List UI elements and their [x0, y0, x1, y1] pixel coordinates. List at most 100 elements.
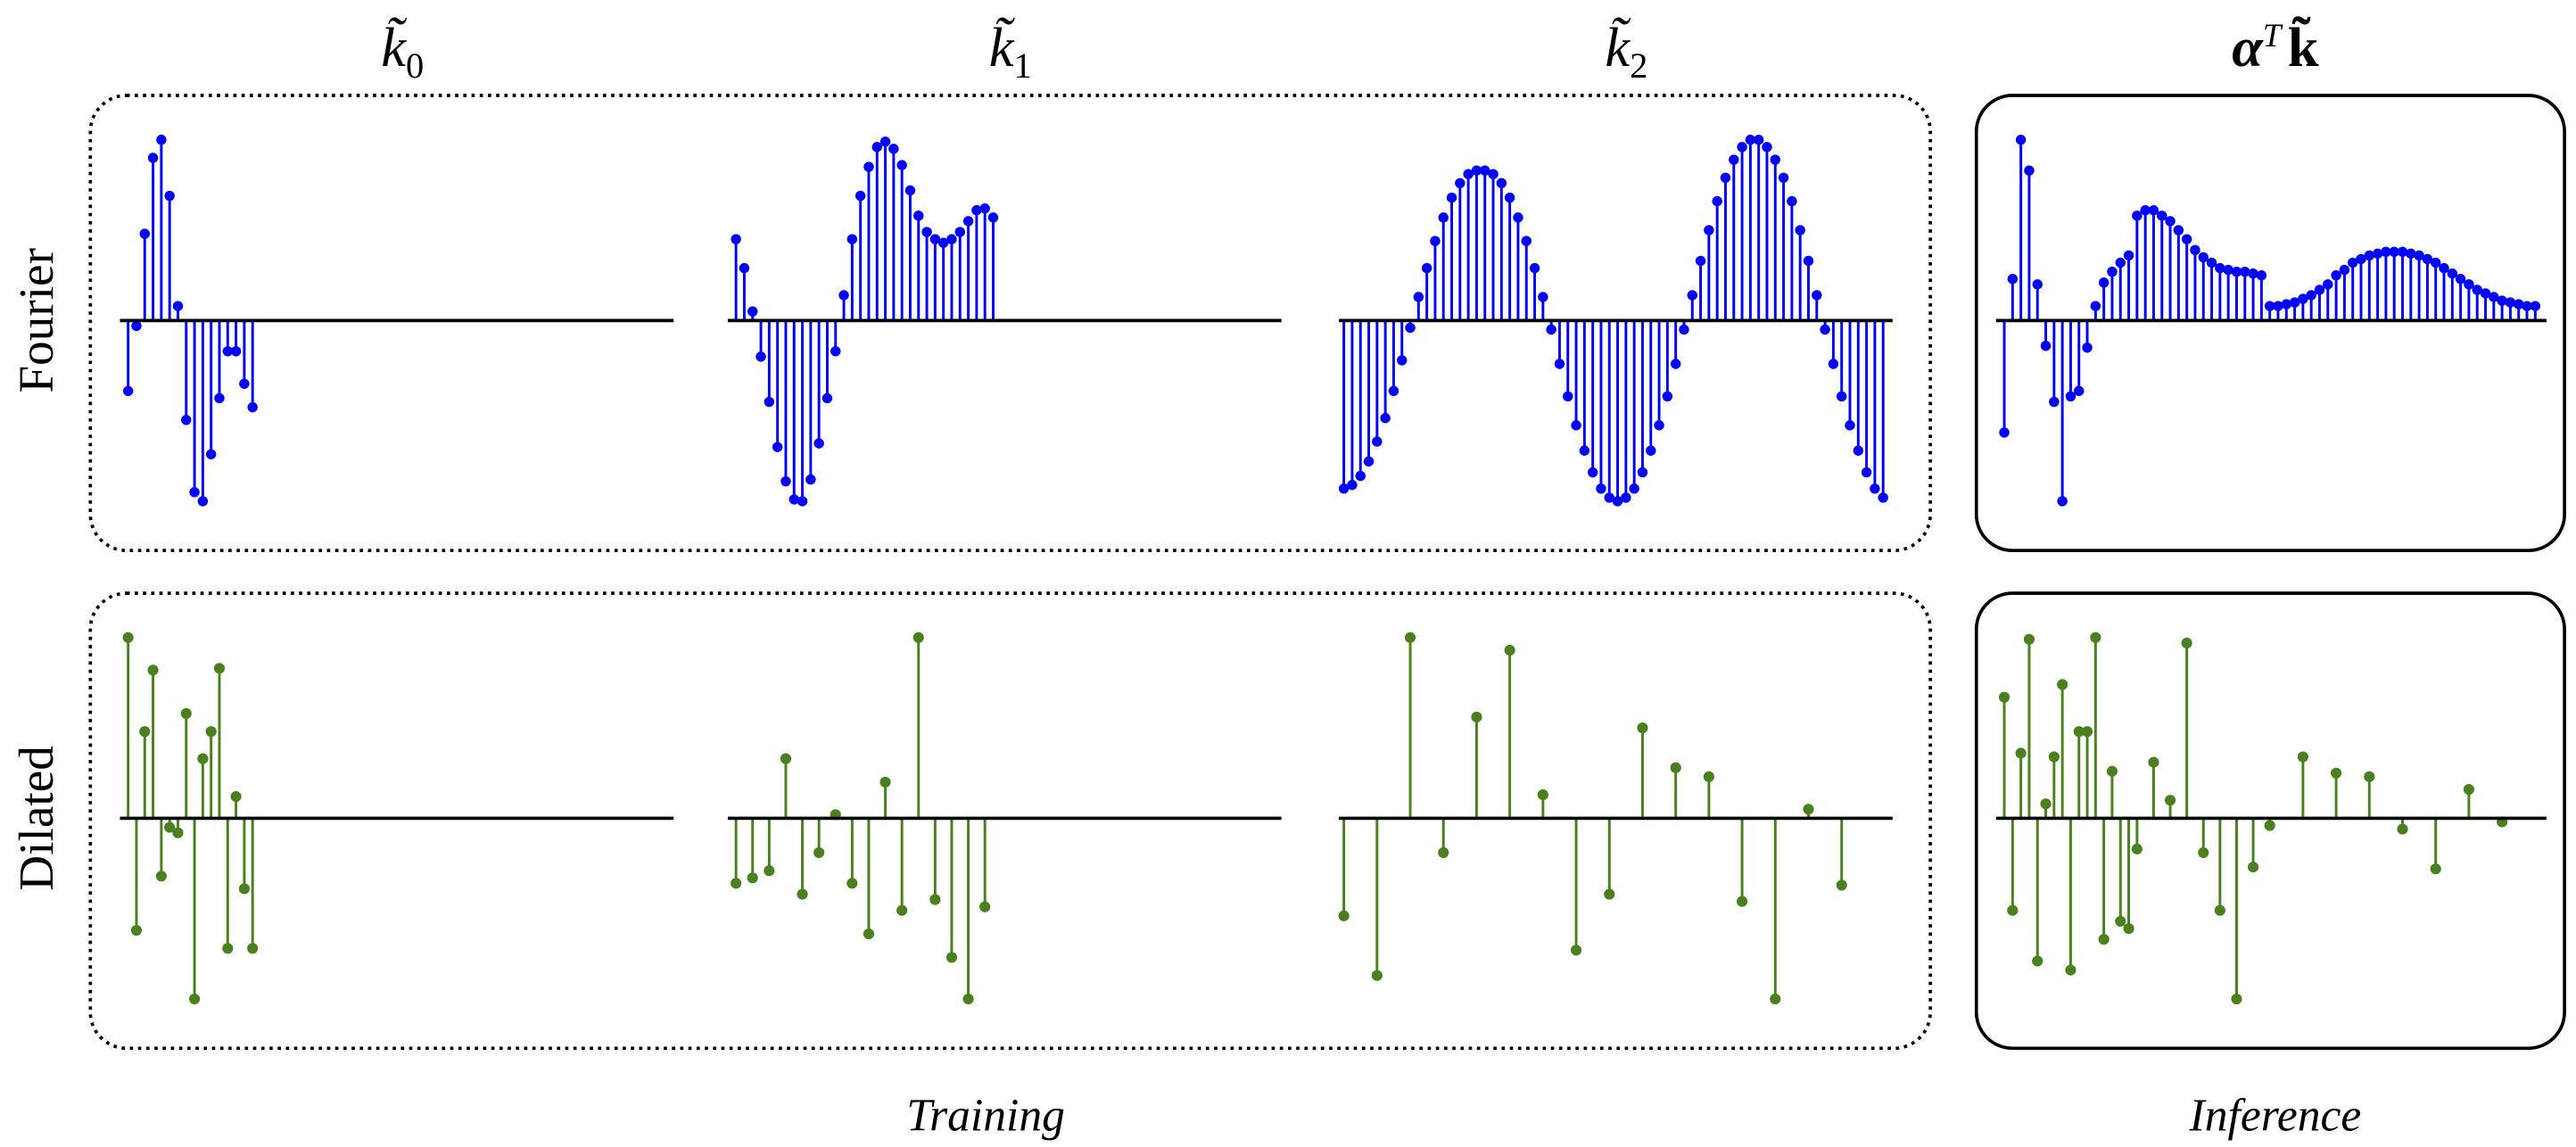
stem-marker: [1413, 292, 1424, 302]
stem-marker: [1372, 436, 1383, 447]
inference-fourier-frame: [1974, 94, 2566, 553]
stem-marker: [1878, 492, 1888, 503]
stem-marker: [230, 346, 242, 357]
stem-marker: [2082, 342, 2093, 353]
stem-marker: [180, 707, 192, 720]
stem-marker: [2115, 915, 2126, 927]
stem-marker: [929, 234, 941, 244]
stem-marker: [172, 301, 184, 311]
stem-marker: [1662, 391, 1673, 402]
stem-marker: [954, 227, 965, 237]
stem-marker: [2281, 299, 2291, 309]
stem-marker: [2273, 301, 2283, 311]
stem-marker: [2024, 165, 2035, 176]
stem-marker: [2057, 679, 2068, 690]
stem-marker: [213, 663, 226, 674]
stem-marker: [139, 726, 151, 738]
stem-marker: [1637, 466, 1648, 478]
stem-marker: [2381, 246, 2391, 258]
stem-marker: [2430, 863, 2441, 875]
stem-marker: [1695, 255, 1706, 267]
stem-marker: [1998, 691, 2010, 703]
stem-marker: [962, 216, 974, 227]
stem-marker: [1504, 644, 1515, 656]
stem-marker: [172, 827, 184, 838]
stem-marker: [764, 396, 775, 408]
stem-marker: [2015, 135, 2027, 145]
stem-plot-fourier-0: [120, 135, 674, 507]
stem-marker: [2472, 285, 2482, 295]
stem-marker: [1529, 262, 1540, 274]
stem-marker: [2397, 246, 2408, 258]
stem-marker: [2289, 297, 2300, 308]
stem-marker: [1446, 192, 1457, 203]
stem-marker: [2131, 843, 2143, 854]
stem-marker: [2173, 225, 2184, 235]
stem-marker: [1455, 177, 1466, 189]
stem-marker: [797, 888, 808, 900]
stem-marker: [2032, 279, 2043, 290]
stem-marker: [2364, 771, 2375, 782]
stem-marker: [2132, 210, 2143, 221]
stem-marker: [1703, 771, 1714, 782]
stem-marker: [2422, 253, 2433, 265]
row-label-fourier: Fourier: [9, 248, 63, 393]
stem-marker: [788, 494, 799, 505]
stem-marker: [1438, 846, 1449, 859]
stem-marker: [2223, 264, 2233, 276]
stem-marker: [2123, 250, 2134, 261]
stem-marker: [755, 351, 766, 362]
stem-marker: [2090, 631, 2101, 643]
stem-marker: [1795, 225, 1805, 235]
stem-marker: [822, 392, 833, 404]
stem-marker: [846, 878, 858, 889]
stem-marker: [2439, 262, 2449, 274]
stem-marker: [2023, 633, 2035, 645]
stem-marker: [813, 438, 824, 449]
stem-marker: [780, 753, 792, 764]
stem-marker: [1670, 762, 1681, 773]
stem-marker: [1654, 420, 1664, 431]
stem-marker: [1812, 290, 1822, 301]
stem-marker: [846, 234, 858, 244]
stem-marker: [731, 878, 742, 889]
stem-plot-dilated-1: [727, 631, 1282, 1005]
stem-marker: [2048, 751, 2060, 763]
stem-marker: [2248, 862, 2259, 873]
stem-marker: [879, 776, 891, 788]
stem-marker: [1720, 172, 1731, 184]
stem-marker: [2057, 496, 2068, 507]
stem-marker: [1646, 445, 1656, 456]
stem-marker: [1787, 195, 1797, 207]
stem-marker: [1347, 480, 1358, 491]
stem-marker: [2505, 297, 2516, 308]
stem-marker: [2198, 252, 2209, 263]
stem-marker: [1430, 235, 1441, 246]
stem-marker: [987, 212, 999, 223]
stem-marker: [2040, 798, 2052, 810]
stem-marker: [1853, 445, 1864, 456]
stem-marker: [1803, 255, 1814, 267]
stem-marker: [2040, 341, 2052, 351]
stem-marker: [2356, 253, 2366, 265]
stem-marker: [1745, 135, 1756, 145]
stem-marker: [1488, 169, 1499, 179]
stem-marker: [2181, 637, 2192, 648]
stem-marker: [2480, 288, 2491, 299]
stem-marker: [979, 203, 990, 214]
stem-marker: [2231, 993, 2242, 1005]
stem-marker: [1371, 970, 1383, 981]
stem-marker: [1604, 492, 1614, 503]
stem-marker: [2140, 205, 2151, 216]
stem-marker: [1712, 195, 1722, 207]
stem-marker: [929, 894, 941, 905]
stem-marker: [830, 346, 841, 357]
stem-marker: [971, 205, 982, 216]
stem-marker: [2264, 301, 2275, 311]
stem-marker: [979, 901, 991, 912]
stem-marker: [896, 904, 908, 916]
stem-marker: [2198, 846, 2209, 859]
stem-marker: [1803, 804, 1814, 815]
stem-marker: [1521, 235, 1532, 246]
stem-marker: [2339, 264, 2350, 276]
